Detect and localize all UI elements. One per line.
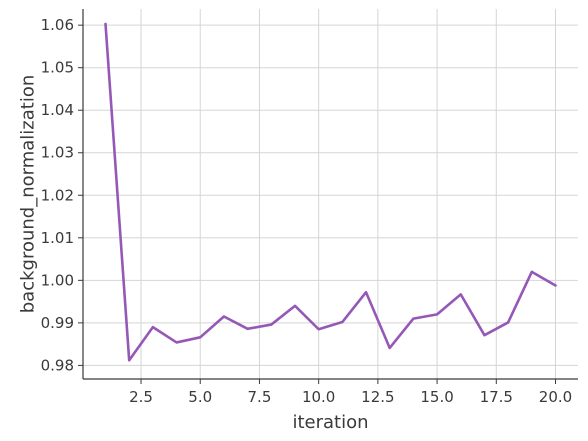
- y-gridlines: [83, 24, 578, 366]
- x-tick-label: 5.0: [188, 388, 212, 406]
- y-tick-label: 0.99: [41, 314, 74, 332]
- y-tick-label: 0.98: [41, 356, 74, 374]
- y-tick-label: 1.01: [41, 229, 74, 247]
- x-tick-label: 7.5: [248, 388, 272, 406]
- x-tick-label: 12.5: [361, 388, 394, 406]
- y-tick-label: 1.05: [41, 59, 74, 77]
- y-tick-label: 1.04: [41, 101, 74, 119]
- y-tick-label: 1.00: [41, 271, 74, 289]
- y-tick-label: 1.03: [41, 144, 74, 162]
- x-axis-ticks: 2.5 5.0 7.5 10.0 12.5 15.0 17.5 20.0: [129, 379, 572, 406]
- y-tick-label: 1.06: [41, 16, 74, 34]
- x-tick-label: 10.0: [302, 388, 335, 406]
- y-axis-ticks: 0.98 0.99 1.00 1.01 1.02 1.03 1.04 1.05 1.06: [41, 16, 83, 374]
- x-tick-label: 15.0: [420, 388, 453, 406]
- x-tick-label: 2.5: [129, 388, 153, 406]
- x-tick-label: 17.5: [480, 388, 513, 406]
- y-axis-label: background_normalization: [17, 75, 38, 314]
- series-layer: [104, 22, 557, 362]
- x-axis-label: iteration: [292, 412, 368, 433]
- x-gridlines: [140, 9, 556, 379]
- series-line: [104, 22, 557, 362]
- x-tick-label: 20.0: [539, 388, 572, 406]
- y-tick-label: 1.02: [41, 186, 74, 204]
